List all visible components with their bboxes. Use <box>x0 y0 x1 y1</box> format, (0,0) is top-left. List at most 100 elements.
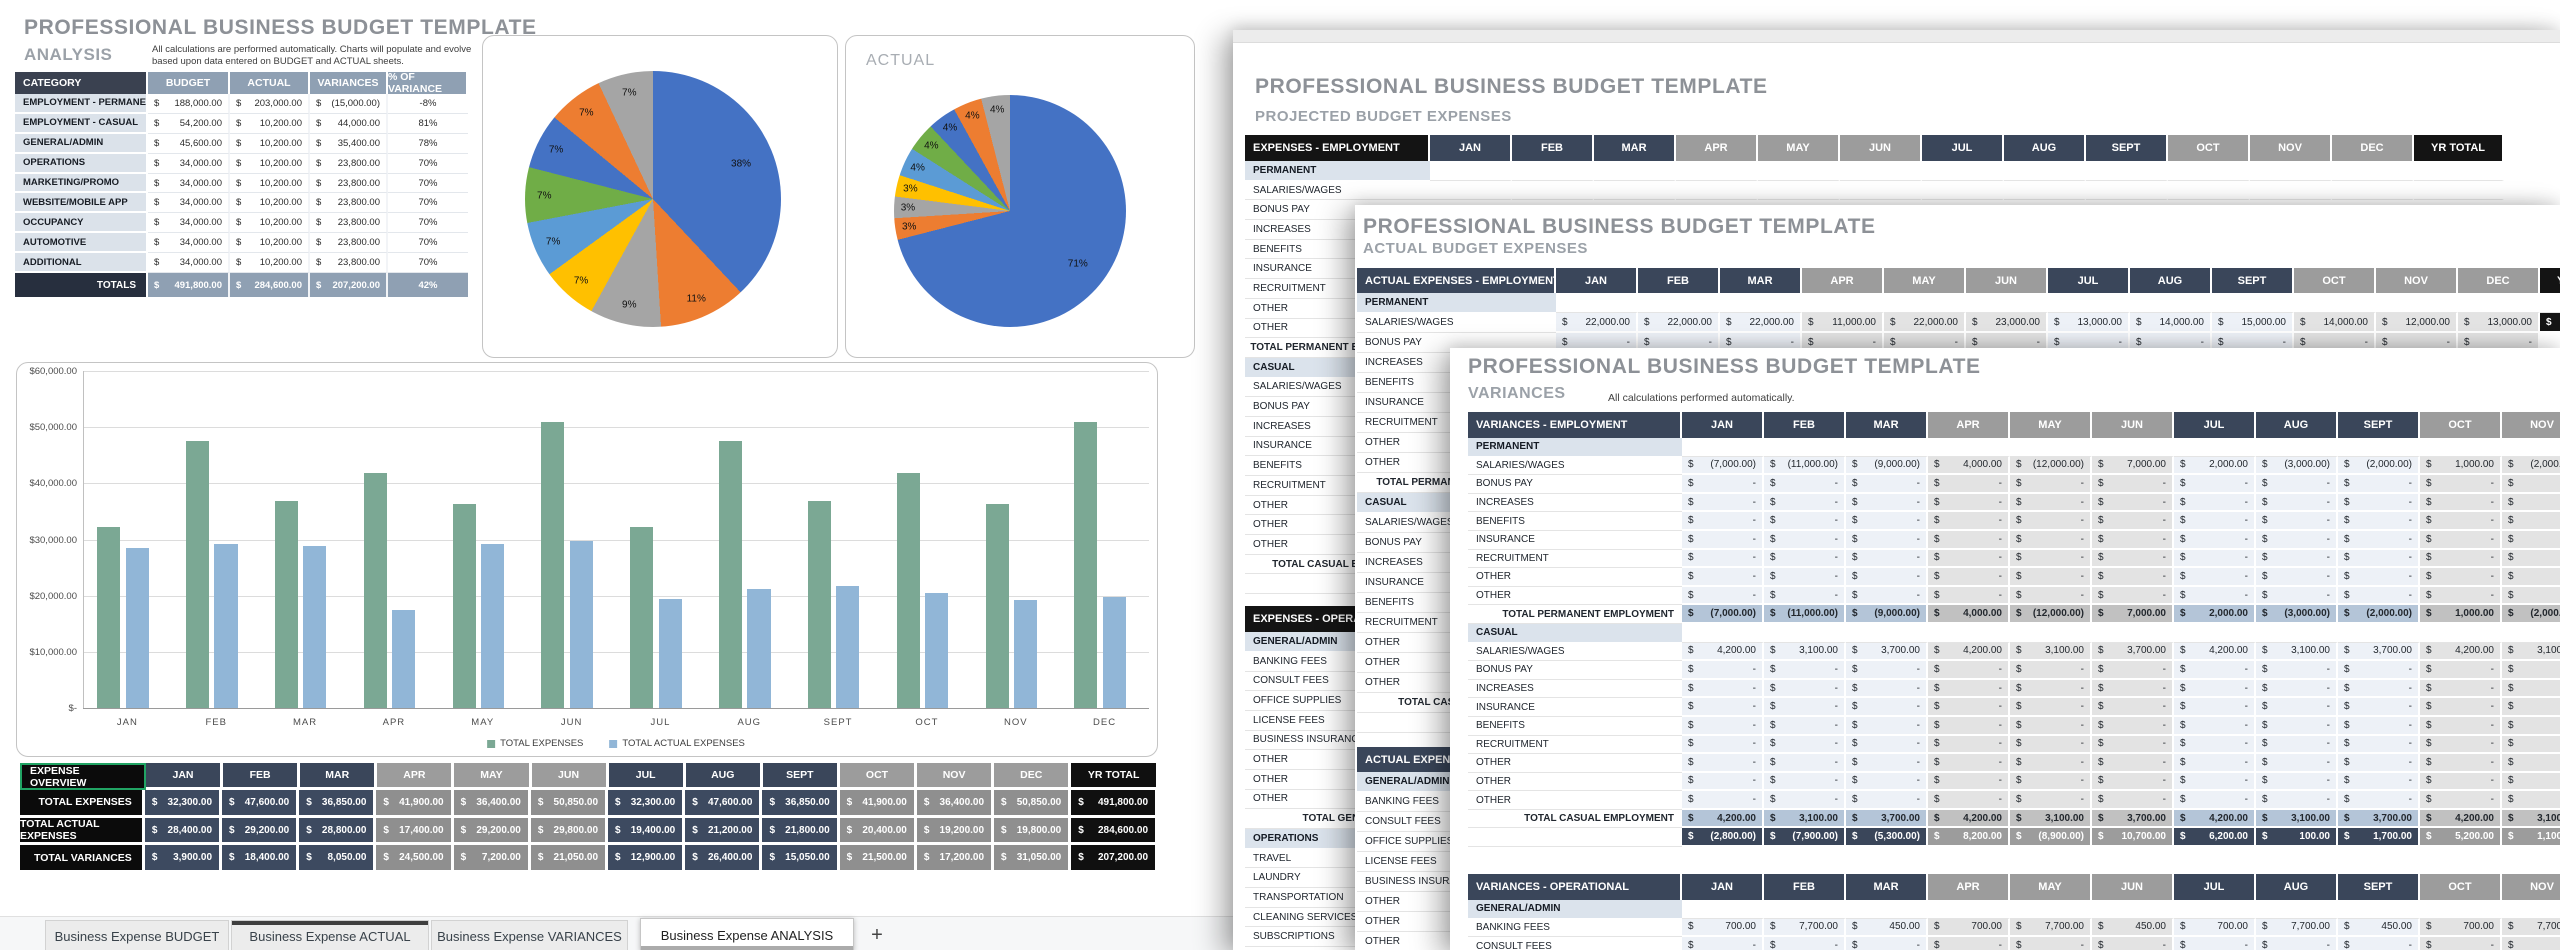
money-cell[interactable]: $ (2,000.00) <box>2338 605 2420 624</box>
month-header[interactable]: JUL <box>2048 268 2130 293</box>
money-cell[interactable]: $11,000.00 <box>1802 313 1884 333</box>
money-cell[interactable]: $4,200.00 <box>1682 642 1764 662</box>
money-cell[interactable]: $- <box>1764 493 1846 513</box>
money-cell[interactable]: $10,200.00 <box>230 213 310 234</box>
money-cell[interactable]: $- <box>1846 754 1928 773</box>
money-cell[interactable] <box>1556 293 1638 313</box>
money-cell[interactable]: $- <box>2420 493 2502 513</box>
row-label[interactable]: GENERAL/ADMIN <box>1468 900 1682 919</box>
money-cell[interactable]: $- <box>2010 679 2092 699</box>
money-cell[interactable]: $4,000.00 <box>1928 605 2010 624</box>
money-cell[interactable]: $- <box>2010 549 2092 569</box>
month-header[interactable]: OCT <box>2294 268 2376 293</box>
column-header[interactable]: ACTUAL <box>230 72 310 94</box>
money-cell[interactable]: $ (11,000.00) <box>1764 605 1846 624</box>
money-cell[interactable]: $- <box>2092 661 2174 680</box>
money-cell[interactable]: $700.00 <box>2174 918 2256 938</box>
money-cell[interactable] <box>1720 293 1802 313</box>
budget-pie-chart[interactable]: 38% 11% 9% 7% 7% 7% 7% 7% 7% <box>482 35 838 358</box>
money-cell[interactable] <box>1594 180 1676 201</box>
money-cell[interactable] <box>2092 900 2174 919</box>
money-cell[interactable] <box>2250 180 2332 201</box>
money-cell[interactable]: $- <box>2174 530 2256 550</box>
sheet-tab-budget[interactable]: Business Expense BUDGET <box>45 920 229 950</box>
money-cell[interactable]: $10,200.00 <box>230 193 310 214</box>
money-cell[interactable]: $- <box>2420 530 2502 550</box>
money-cell[interactable]: $- <box>1764 568 1846 587</box>
money-cell[interactable]: $- <box>1682 791 1764 810</box>
money-cell[interactable] <box>1840 161 1922 181</box>
money-cell[interactable]: $- <box>1682 754 1764 773</box>
money-cell[interactable]: $100.00 <box>2256 828 2338 848</box>
table-header-label[interactable]: VARIANCES - OPERATIONAL <box>1468 874 1682 901</box>
money-cell[interactable] <box>2502 623 2560 643</box>
money-cell[interactable]: $- <box>1682 937 1764 950</box>
money-cell[interactable]: $3,100.00 <box>1764 809 1846 829</box>
row-label[interactable]: INSURANCE <box>1468 530 1682 550</box>
money-cell[interactable]: $- <box>2092 530 2174 550</box>
month-header[interactable]: SEPT <box>762 763 840 790</box>
money-cell[interactable]: $- <box>2174 716 2256 736</box>
month-header[interactable]: APR <box>1802 268 1884 293</box>
money-cell[interactable]: $- <box>1682 735 1764 755</box>
money-cell[interactable]: $3,900.00 <box>144 845 223 874</box>
money-cell[interactable]: $- <box>1764 512 1846 531</box>
sheet-tab-actual[interactable]: Business Expense ACTUAL <box>231 920 429 950</box>
money-cell[interactable]: $- <box>1682 586 1764 606</box>
money-cell[interactable] <box>2414 161 2504 181</box>
money-cell[interactable]: $- <box>2256 661 2338 680</box>
month-header[interactable]: APR <box>1676 135 1758 161</box>
money-cell[interactable]: $- <box>2092 679 2174 699</box>
money-cell[interactable]: $- <box>1764 661 1846 680</box>
money-cell[interactable]: $- <box>1682 716 1764 736</box>
money-cell[interactable]: $- <box>2256 716 2338 736</box>
money-cell[interactable]: $- <box>2010 530 2092 550</box>
money-cell[interactable]: $- <box>2502 475 2560 494</box>
money-cell[interactable] <box>1922 180 2004 201</box>
money-cell[interactable] <box>2420 438 2502 457</box>
pct-cell[interactable]: 70% <box>388 173 468 194</box>
money-cell[interactable]: $- <box>1764 530 1846 550</box>
money-cell[interactable] <box>1758 161 1840 181</box>
money-cell[interactable]: $- <box>2502 937 2560 950</box>
money-cell[interactable]: $4,200.00 <box>2420 809 2502 829</box>
pct-cell[interactable]: 70% <box>388 213 468 234</box>
money-cell[interactable]: $34,000.00 <box>148 153 230 174</box>
money-cell[interactable]: $- <box>2502 791 2560 810</box>
money-cell[interactable]: $- <box>2256 475 2338 494</box>
money-cell[interactable]: $- <box>1764 475 1846 494</box>
money-cell[interactable] <box>2010 438 2092 457</box>
money-cell[interactable]: $- <box>2010 937 2092 950</box>
money-cell[interactable]: $- <box>1764 549 1846 569</box>
money-cell[interactable]: $7,000.00 <box>2092 456 2174 476</box>
money-cell[interactable] <box>2256 623 2338 643</box>
row-label[interactable]: TOTAL PERMANENT EMPLOYMENT <box>1468 605 1682 624</box>
money-cell[interactable]: $- <box>2338 661 2420 680</box>
money-cell[interactable]: $- <box>1682 475 1764 494</box>
money-cell[interactable] <box>1922 161 2004 181</box>
yr-total-cell[interactable]: $284,600.00 <box>1071 817 1158 846</box>
money-cell[interactable]: $- <box>1764 716 1846 736</box>
money-cell[interactable]: $- <box>2502 568 2560 587</box>
money-cell[interactable]: $- <box>1682 568 1764 587</box>
money-cell[interactable]: $- <box>1764 698 1846 717</box>
money-cell[interactable]: $41,900.00 <box>376 790 454 818</box>
money-cell[interactable] <box>1512 161 1594 181</box>
money-cell[interactable]: $- <box>1846 698 1928 717</box>
money-cell[interactable]: $- <box>1846 512 1928 531</box>
money-cell[interactable]: $34,000.00 <box>148 253 230 274</box>
money-cell[interactable]: $1,100.00 <box>2502 828 2560 848</box>
money-cell[interactable]: $- <box>2256 586 2338 606</box>
row-label[interactable]: PERMANENT <box>1245 161 1430 181</box>
money-cell[interactable]: $15,050.00 <box>762 845 840 874</box>
money-cell[interactable]: $50,850.00 <box>994 790 1072 818</box>
money-cell[interactable]: $ (2,000.00) <box>2502 605 2560 624</box>
money-cell[interactable]: $- <box>2092 549 2174 569</box>
money-cell[interactable]: $ (9,000.00) <box>1846 456 1928 476</box>
month-header[interactable]: NOV <box>2502 874 2560 901</box>
row-label[interactable]: BENEFITS <box>1468 716 1682 736</box>
money-cell[interactable]: $- <box>2420 475 2502 494</box>
money-cell[interactable]: $- <box>2010 475 2092 494</box>
money-cell[interactable]: $- <box>2420 716 2502 736</box>
month-header[interactable]: FEB <box>1764 412 1846 438</box>
